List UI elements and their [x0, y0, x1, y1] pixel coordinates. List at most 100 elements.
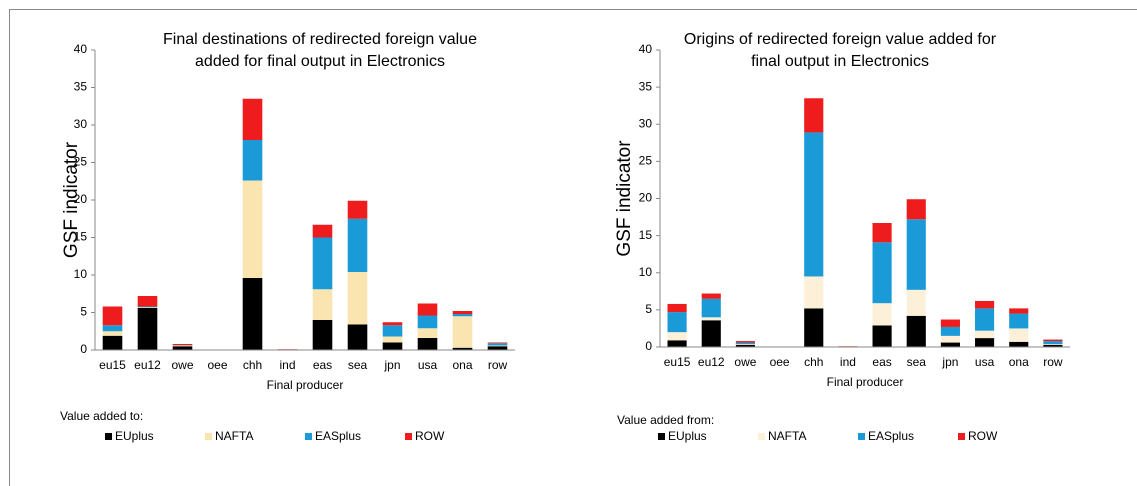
- bar-segment: [667, 303, 687, 313]
- bar-segment: [382, 336, 403, 343]
- x-tick-label: chh: [804, 355, 823, 369]
- bar-segment: [667, 312, 687, 333]
- chart-title: Final destinations of redirected foreign…: [163, 31, 477, 48]
- legend-swatch: [658, 433, 665, 440]
- x-tick-label: eu15: [99, 358, 126, 372]
- x-tick-label: ind: [279, 358, 295, 372]
- x-tick-label: owe: [734, 355, 756, 369]
- bar-segment: [172, 346, 193, 350]
- y-axis-title: GSF indicator: [61, 141, 82, 258]
- bar-segment: [735, 342, 755, 345]
- x-tick-label: usa: [418, 358, 438, 372]
- legend-swatch: [305, 433, 312, 440]
- y-tick-label: 15: [74, 230, 88, 244]
- y-tick-label: 30: [74, 117, 88, 131]
- bar-segment: [1009, 341, 1029, 347]
- bar-segment: [382, 325, 403, 337]
- bar-segment: [735, 344, 755, 347]
- bar-segment: [487, 345, 508, 347]
- x-tick-label: oee: [770, 355, 790, 369]
- y-tick-label: 5: [80, 305, 87, 319]
- bar-segment: [487, 343, 508, 346]
- bar-segment: [172, 345, 193, 347]
- y-tick-label: 0: [645, 339, 652, 353]
- chart-title: added for final output in Electronics: [195, 53, 445, 70]
- x-axis-title: Final producer: [827, 375, 904, 389]
- bar-segment: [487, 346, 508, 350]
- x-tick-label: sea: [907, 355, 927, 369]
- legend-label: EUplus: [115, 429, 154, 443]
- x-tick-label: eu15: [664, 355, 691, 369]
- x-tick-label: ind: [840, 355, 856, 369]
- x-tick-label: chh: [243, 358, 262, 372]
- bar-segment: [667, 332, 687, 341]
- bar-segment: [452, 314, 473, 317]
- bar-segment: [735, 341, 755, 343]
- legend-label: NAFTA: [768, 429, 806, 443]
- y-tick-label: 30: [639, 116, 653, 130]
- bar-segment: [347, 324, 368, 350]
- bar-segment: [872, 325, 892, 347]
- bar-segment: [102, 335, 123, 350]
- legend-label: EUplus: [668, 429, 707, 443]
- x-tick-label: oee: [207, 358, 227, 372]
- x-tick-label: eu12: [698, 355, 725, 369]
- bar-segment: [1043, 339, 1063, 342]
- bar-segment: [975, 300, 995, 309]
- bar-segment: [1043, 344, 1063, 347]
- y-tick-label: 10: [639, 265, 653, 279]
- bar-segment: [137, 306, 158, 308]
- bar-segment: [382, 342, 403, 350]
- bar-segment: [872, 223, 892, 243]
- bar-segment: [1009, 313, 1029, 329]
- x-tick-label: row: [488, 358, 508, 372]
- bar-segment: [804, 276, 824, 309]
- bar-segment: [312, 320, 333, 350]
- legend-label: ROW: [968, 429, 998, 443]
- legend-swatch: [205, 433, 212, 440]
- y-tick-label: 10: [74, 267, 88, 281]
- bar-segment: [975, 308, 995, 331]
- bar-segment: [172, 344, 193, 346]
- bar-segment: [242, 140, 263, 181]
- y-tick-label: 25: [639, 154, 653, 168]
- legend-swatch: [105, 433, 112, 440]
- bar-segment: [940, 319, 960, 327]
- y-tick-label: 40: [639, 42, 653, 56]
- legend-swatch: [958, 433, 965, 440]
- bar-segment: [417, 315, 438, 329]
- bar-segment: [906, 199, 926, 220]
- legend-title: Value added from:: [617, 413, 714, 427]
- x-axis-title: Final producer: [267, 378, 344, 392]
- bar-segment: [667, 340, 687, 347]
- legend-label: EASplus: [868, 429, 914, 443]
- bar-segment: [975, 330, 995, 339]
- x-tick-label: eu12: [134, 358, 161, 372]
- x-tick-label: jpn: [383, 358, 400, 372]
- bar-segment: [1043, 341, 1063, 345]
- bar-segment: [872, 303, 892, 326]
- bar-segment: [487, 342, 508, 344]
- bar-segment: [102, 325, 123, 332]
- x-tick-label: jpn: [941, 355, 958, 369]
- bar-segment: [242, 180, 263, 278]
- bar-segment: [735, 344, 755, 345]
- x-tick-label: ona: [1009, 355, 1029, 369]
- y-tick-label: 20: [74, 192, 88, 206]
- chart-title: Origins of redirected foreign value adde…: [684, 31, 997, 48]
- x-tick-label: sea: [348, 358, 368, 372]
- y-tick-label: 25: [74, 155, 88, 169]
- legend-swatch: [405, 433, 412, 440]
- y-tick-label: 0: [80, 342, 87, 356]
- bar-segment: [417, 303, 438, 316]
- bar-segment: [312, 237, 333, 290]
- legend-label: ROW: [415, 429, 445, 443]
- bar-segment: [701, 293, 721, 299]
- bar-segment: [137, 296, 158, 307]
- bar-segment: [347, 200, 368, 219]
- bar-segment: [347, 272, 368, 325]
- x-tick-label: owe: [171, 358, 193, 372]
- chart-title: final output in Electronics: [751, 53, 929, 70]
- bar-segment: [804, 132, 824, 277]
